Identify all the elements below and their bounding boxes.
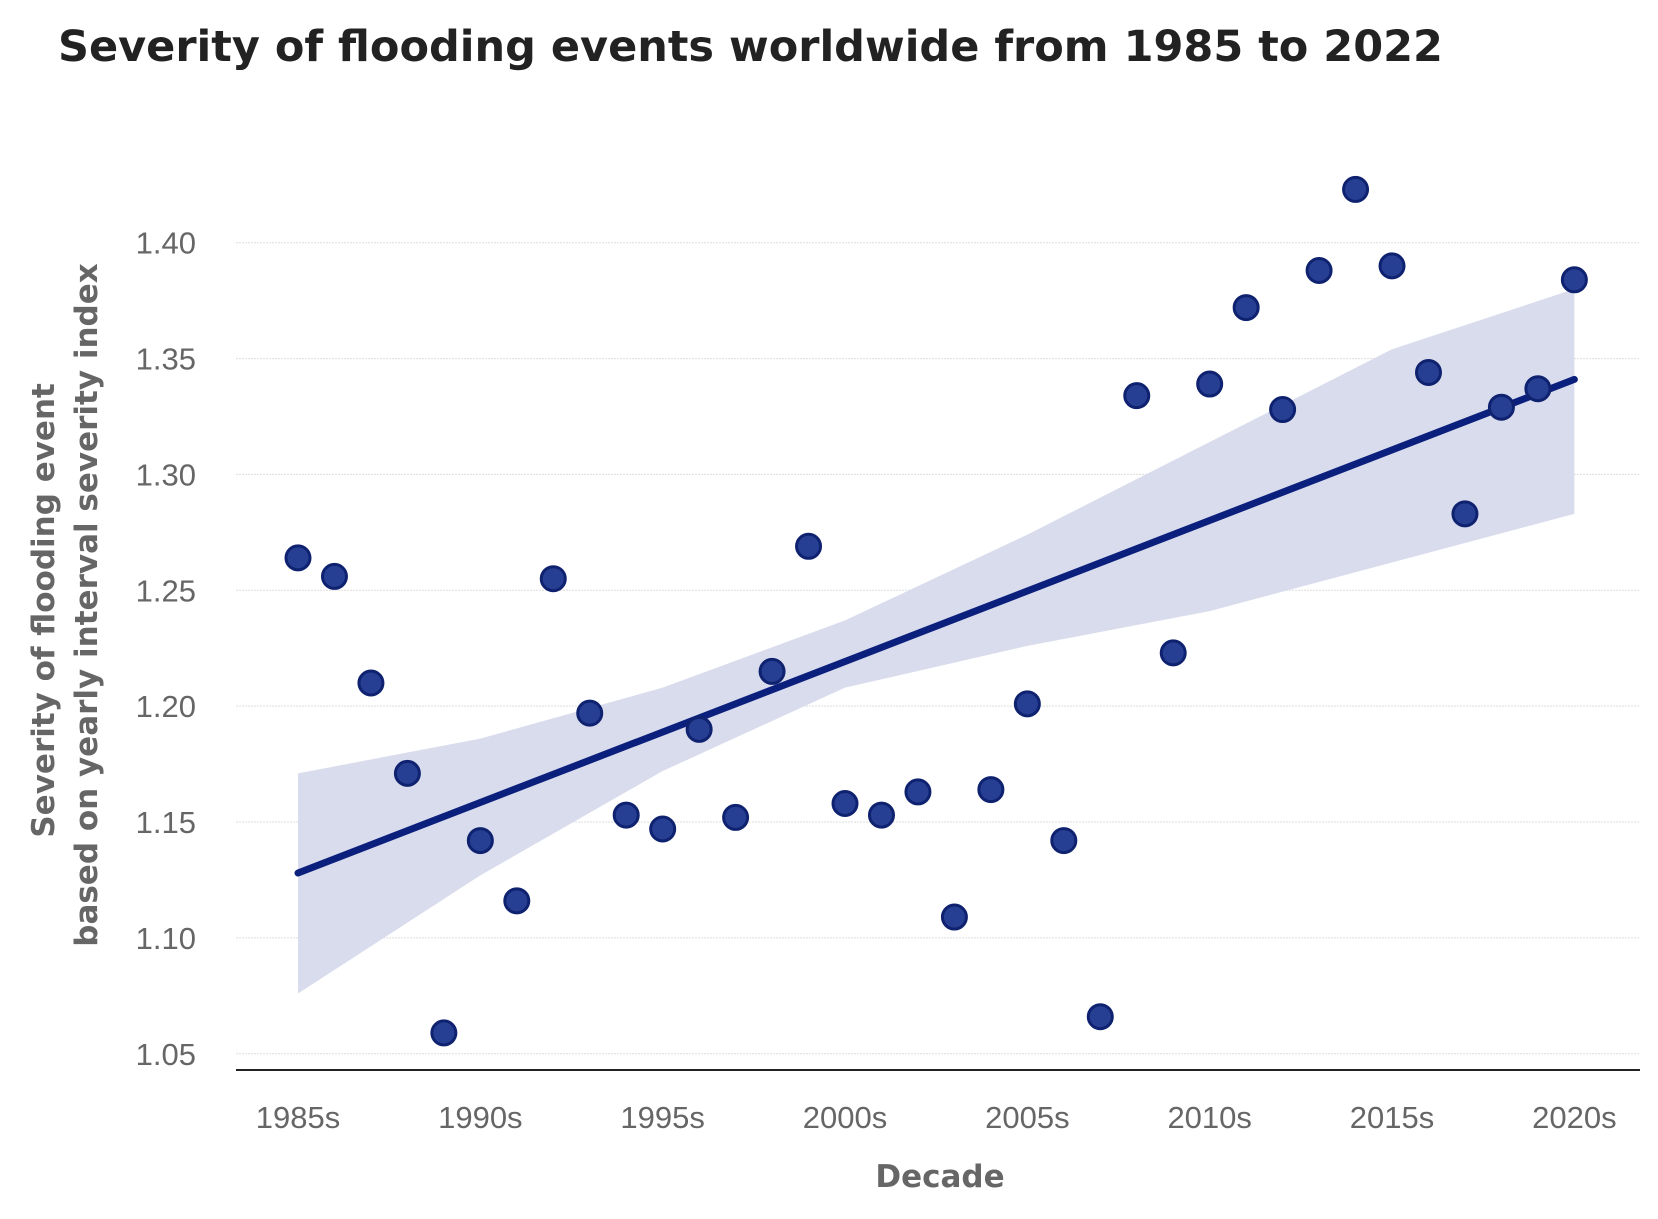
y-tick-label: 1.15 xyxy=(136,805,196,840)
data-point xyxy=(831,790,859,818)
data-point xyxy=(576,699,604,727)
y-tick-label: 1.10 xyxy=(136,921,196,956)
data-point xyxy=(612,801,640,829)
data-point xyxy=(1232,294,1260,322)
data-point xyxy=(1196,370,1224,398)
y-axis-title-line-1: Severity of flooding event xyxy=(26,383,62,838)
y-axis-title-line-2: based on yearly interval severity index xyxy=(69,263,105,947)
data-point xyxy=(284,544,312,572)
data-point xyxy=(904,778,932,806)
y-tick-label: 1.05 xyxy=(136,1037,196,1072)
data-point xyxy=(466,827,494,855)
data-point xyxy=(1342,175,1370,203)
x-axis-title: Decade xyxy=(875,1159,1004,1195)
y-tick-label: 1.20 xyxy=(136,689,196,724)
chart-title: Severity of flooding events worldwide fr… xyxy=(58,22,1443,72)
data-point xyxy=(1305,257,1333,285)
data-point xyxy=(1451,500,1479,528)
x-tick-label: 2020s xyxy=(1532,1100,1616,1135)
data-point xyxy=(1013,690,1041,718)
trend-line-group xyxy=(294,375,1578,877)
x-axis: 1985s 1990s 1995s 2000s 2005s 2010s 2015s 2020s xyxy=(236,1069,1640,1135)
data-point xyxy=(1269,396,1297,424)
x-tick-label: 2015s xyxy=(1350,1100,1434,1135)
x-tick-label: 2010s xyxy=(1167,1100,1251,1135)
y-axis: 1.05 1.10 1.15 1.20 1.25 1.30 1.35 1.40 xyxy=(136,226,196,1072)
data-point xyxy=(1086,1003,1114,1031)
data-point xyxy=(1414,358,1442,386)
data-point xyxy=(357,669,385,697)
y-tick-label: 1.40 xyxy=(136,226,196,261)
data-point xyxy=(722,803,750,831)
x-tick-label: 1990s xyxy=(438,1100,522,1135)
data-point xyxy=(758,657,786,685)
data-point xyxy=(940,903,968,931)
confidence-band-area xyxy=(297,289,1575,994)
y-tick-label: 1.25 xyxy=(136,573,196,608)
data-point xyxy=(795,532,823,560)
data-point xyxy=(1123,382,1151,410)
data-points xyxy=(284,175,1588,1047)
y-tick-label: 1.35 xyxy=(136,342,196,377)
data-point xyxy=(539,565,567,593)
data-point xyxy=(977,776,1005,804)
trend-line xyxy=(294,375,1578,877)
data-point xyxy=(393,759,421,787)
data-point xyxy=(503,887,531,915)
data-point xyxy=(1159,639,1187,667)
y-tick-label: 1.30 xyxy=(136,457,196,492)
x-tick-label: 1985s xyxy=(256,1100,340,1135)
data-point xyxy=(1487,393,1515,421)
data-point xyxy=(1050,827,1078,855)
data-point xyxy=(1560,266,1588,294)
data-point xyxy=(430,1019,458,1047)
data-point xyxy=(1378,252,1406,280)
x-tick-label: 2005s xyxy=(985,1100,1069,1135)
confidence-band xyxy=(297,289,1575,994)
data-point xyxy=(685,715,713,743)
x-tick-label: 1995s xyxy=(620,1100,704,1135)
x-tick-label: 2000s xyxy=(803,1100,887,1135)
y-axis-title: Severity of flooding event based on year… xyxy=(26,263,105,947)
data-point xyxy=(1524,375,1552,403)
data-point xyxy=(649,815,677,843)
data-point xyxy=(867,801,895,829)
data-point xyxy=(320,562,348,590)
